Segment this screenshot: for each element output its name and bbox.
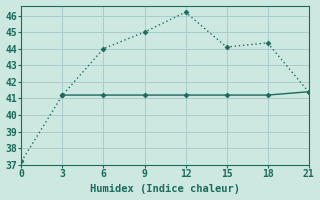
X-axis label: Humidex (Indice chaleur): Humidex (Indice chaleur) <box>90 184 240 194</box>
